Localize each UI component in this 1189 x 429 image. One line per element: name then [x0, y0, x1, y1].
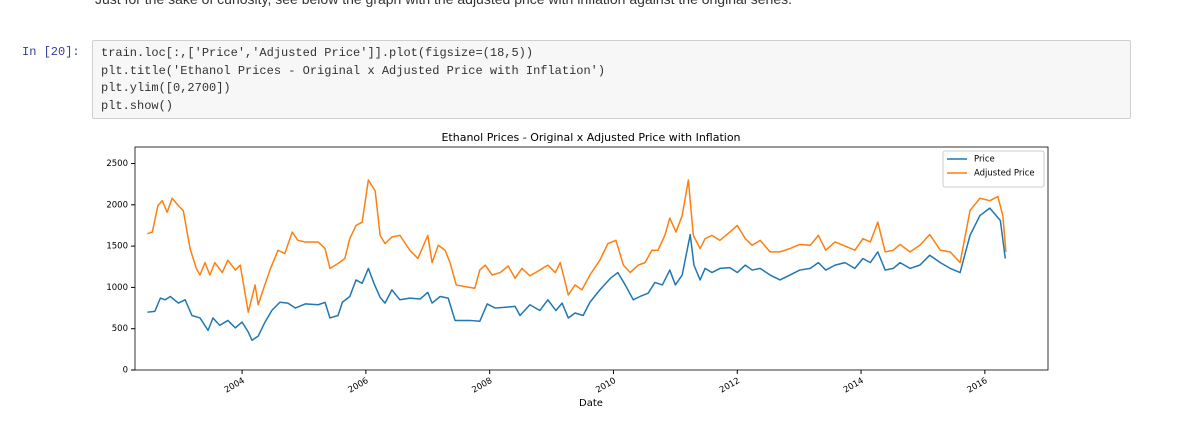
code-line: plt.title('Ethanol Prices - Original x A…	[101, 63, 606, 78]
series-line	[147, 207, 1007, 342]
intro-text: Just for the sake of curiosity, see belo…	[95, 0, 792, 7]
x-tick-label: 2010	[594, 376, 618, 395]
legend-label: Adjusted Price	[974, 169, 1035, 179]
x-tick-label: 2012	[718, 376, 742, 395]
y-tick-label: 0	[123, 366, 128, 376]
x-tick-label: 2006	[347, 376, 371, 395]
x-axis-label: Date	[579, 398, 603, 409]
x-tick-label: 2008	[470, 376, 494, 395]
y-tick-label: 500	[112, 324, 128, 334]
x-tick-label: 2016	[966, 376, 990, 395]
y-tick-label: 2000	[106, 200, 128, 210]
legend-label: Price	[974, 155, 995, 165]
plot-frame	[134, 146, 1049, 371]
code-line: train.loc[:,['Price','Adjusted Price']].…	[101, 46, 534, 60]
code-cell[interactable]: train.loc[:,['Price','Adjusted Price']].…	[92, 40, 1131, 119]
y-tick-label: 1000	[106, 283, 128, 293]
legend-box	[942, 150, 1045, 188]
x-tick-label: 2004	[223, 376, 247, 395]
cell-prompt: In [20]:	[22, 45, 80, 59]
code-line: plt.ylim([0,2700])	[101, 81, 231, 95]
chart-title: Ethanol Prices - Original x Adjusted Pri…	[441, 131, 740, 144]
y-tick-label: 2500	[106, 159, 128, 169]
series-line	[147, 179, 1007, 313]
x-tick-label: 2014	[842, 376, 866, 395]
y-tick-label: 1500	[106, 242, 128, 252]
code-line: plt.show()	[101, 98, 174, 113]
